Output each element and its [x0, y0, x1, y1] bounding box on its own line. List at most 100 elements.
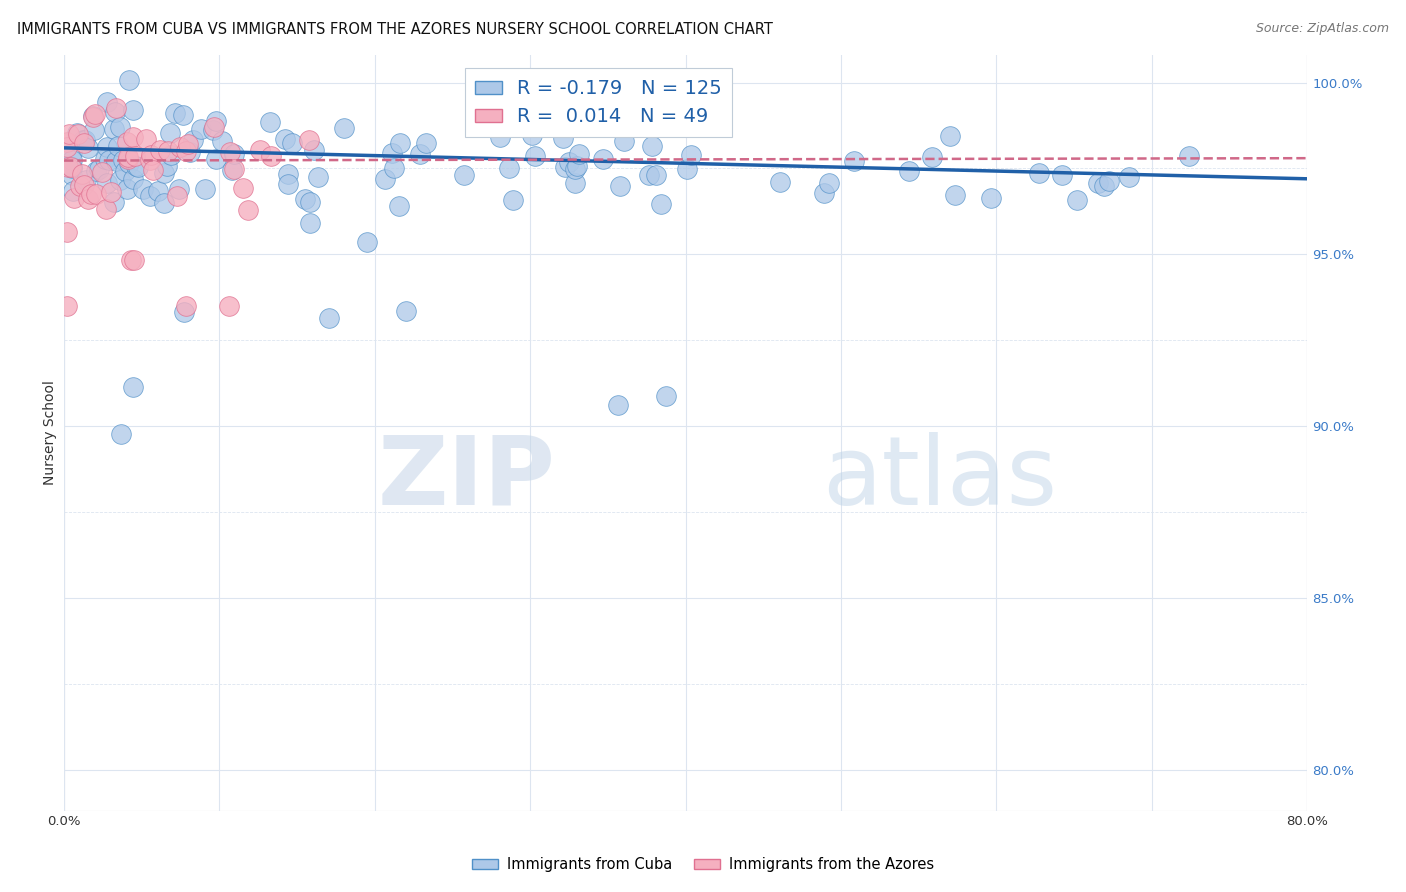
Point: [498, 161, 520, 175]
Point: [1050, 168, 1073, 182]
Point: [222, 162, 245, 177]
Point: [173, 305, 195, 319]
Point: [114, 164, 136, 178]
Point: [613, 134, 636, 148]
Point: [120, 253, 142, 268]
Point: [122, 380, 145, 394]
Point: [221, 163, 243, 178]
Point: [73, 178, 96, 192]
Point: [1028, 166, 1050, 180]
Point: [157, 144, 180, 158]
Point: [382, 161, 405, 175]
Point: [655, 389, 678, 403]
Point: [813, 186, 835, 200]
Point: [609, 179, 631, 194]
Point: [1098, 174, 1121, 188]
Point: [60, 145, 83, 160]
Point: [277, 177, 299, 191]
Point: [921, 150, 943, 164]
Point: [159, 148, 181, 162]
Point: [842, 153, 865, 168]
Legend: R = -0.179   N = 125, R =  0.014   N = 49: R = -0.179 N = 125, R = 0.014 N = 49: [464, 68, 733, 136]
Point: [97, 153, 120, 167]
Point: [409, 147, 432, 161]
Point: [77, 140, 100, 154]
Point: [66, 126, 89, 140]
Point: [146, 184, 169, 198]
Point: [641, 139, 664, 153]
Text: IMMIGRANTS FROM CUBA VS IMMIGRANTS FROM THE AZORES NURSERY SCHOOL CORRELATION CH: IMMIGRANTS FROM CUBA VS IMMIGRANTS FROM …: [17, 22, 773, 37]
Point: [281, 136, 304, 150]
Point: [153, 166, 176, 180]
Point: [58, 127, 80, 141]
Point: [149, 143, 172, 157]
Point: [1118, 169, 1140, 184]
Point: [769, 176, 792, 190]
Point: [179, 145, 201, 160]
Point: [520, 128, 543, 142]
Point: [60, 161, 83, 175]
Point: [139, 153, 162, 167]
Point: [612, 120, 634, 135]
Point: [105, 101, 128, 115]
Point: [117, 150, 139, 164]
Point: [96, 176, 118, 190]
Point: [84, 187, 107, 202]
Point: [138, 189, 160, 203]
Point: [89, 162, 111, 177]
Point: [558, 154, 581, 169]
Point: [73, 136, 96, 151]
Point: [637, 168, 659, 182]
Y-axis label: Nursery School: Nursery School: [44, 381, 58, 485]
Point: [298, 216, 321, 230]
Point: [62, 184, 84, 198]
Point: [70, 167, 93, 181]
Point: [111, 153, 134, 167]
Point: [588, 115, 610, 129]
Point: [56, 299, 79, 313]
Point: [166, 189, 188, 203]
Point: [135, 132, 157, 146]
Point: [681, 148, 703, 162]
Point: [277, 167, 299, 181]
Point: [249, 143, 271, 157]
Point: [60, 153, 83, 168]
Point: [82, 109, 104, 123]
Point: [169, 139, 191, 153]
Point: [183, 133, 205, 147]
Point: [110, 173, 132, 187]
Point: [142, 163, 165, 178]
Point: [1177, 149, 1199, 163]
Point: [125, 159, 148, 173]
Point: [302, 143, 325, 157]
Point: [153, 195, 176, 210]
Point: [60, 168, 83, 182]
Point: [356, 235, 378, 250]
Point: [332, 120, 354, 135]
Point: [103, 121, 125, 136]
Point: [56, 140, 79, 154]
Point: [1087, 176, 1109, 190]
Point: [172, 108, 194, 122]
Text: ZIP: ZIP: [377, 432, 555, 524]
Point: [592, 152, 614, 166]
Point: [100, 185, 122, 199]
Point: [122, 253, 145, 268]
Point: [107, 139, 129, 153]
Point: [453, 168, 475, 182]
Point: [69, 179, 91, 194]
Point: [307, 169, 329, 184]
Point: [174, 145, 197, 159]
Point: [205, 152, 228, 166]
Point: [489, 130, 512, 145]
Point: [218, 299, 240, 313]
Point: [84, 163, 107, 178]
Point: [83, 123, 105, 137]
Point: [387, 199, 409, 213]
Point: [96, 95, 118, 109]
Point: [395, 304, 418, 318]
Point: [66, 128, 89, 142]
Point: [110, 427, 132, 442]
Point: [980, 191, 1002, 205]
Point: [122, 171, 145, 186]
